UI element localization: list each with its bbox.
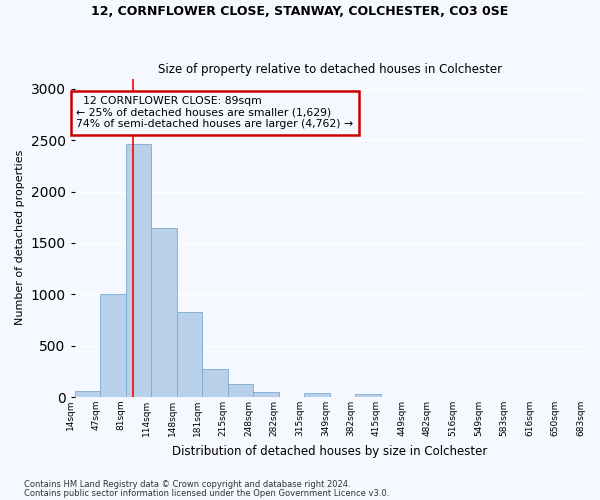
Text: 12, CORNFLOWER CLOSE, STANWAY, COLCHESTER, CO3 0SE: 12, CORNFLOWER CLOSE, STANWAY, COLCHESTE… xyxy=(91,5,509,18)
Bar xyxy=(151,228,177,397)
Bar xyxy=(228,384,253,397)
Bar xyxy=(75,391,100,397)
X-axis label: Distribution of detached houses by size in Colchester: Distribution of detached houses by size … xyxy=(172,444,488,458)
Bar xyxy=(100,294,126,397)
Text: 12 CORNFLOWER CLOSE: 89sqm
← 25% of detached houses are smaller (1,629)
74% of s: 12 CORNFLOWER CLOSE: 89sqm ← 25% of deta… xyxy=(76,96,353,129)
Bar xyxy=(253,392,279,397)
Bar xyxy=(126,144,151,397)
Bar xyxy=(355,394,381,397)
Bar xyxy=(202,370,228,397)
Bar xyxy=(304,393,330,397)
Text: Contains HM Land Registry data © Crown copyright and database right 2024.: Contains HM Land Registry data © Crown c… xyxy=(24,480,350,489)
Title: Size of property relative to detached houses in Colchester: Size of property relative to detached ho… xyxy=(158,63,502,76)
Y-axis label: Number of detached properties: Number of detached properties xyxy=(15,150,25,326)
Bar xyxy=(177,312,202,397)
Text: Contains public sector information licensed under the Open Government Licence v3: Contains public sector information licen… xyxy=(24,488,389,498)
